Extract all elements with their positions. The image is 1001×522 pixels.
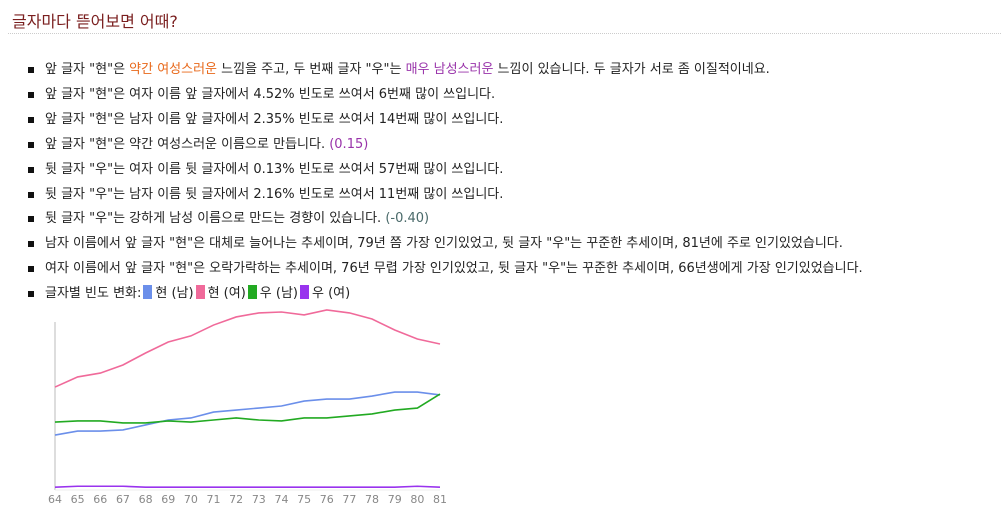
series-line	[54, 485, 441, 488]
text-segment: 앞 글자 "현"은 여자 이름 앞 글자에서 4.52% 빈도로 쓰여서 6번째…	[45, 86, 496, 102]
text-segment: 앞 글자 "현"은 남자 이름 앞 글자에서 2.35% 빈도로 쓰여서 14번…	[45, 111, 504, 127]
divider	[8, 33, 1001, 34]
bullet	[28, 241, 34, 248]
x-tick-label: 64	[48, 493, 62, 506]
text-segment: (-0.40)	[385, 211, 430, 227]
x-tick-label: 66	[93, 493, 107, 506]
text-segment: 느낌이 있습니다. 두 글자가 서로 좀 이질적이네요.	[493, 62, 770, 77]
series-line	[54, 391, 441, 436]
text-segment: 뒷 글자 "우"는 여자 이름 뒷 글자에서 0.13% 빈도로 쓰여서 57번…	[45, 161, 504, 177]
text-segment: 앞 글자 "현"은 약간 여성스러운 이름으로 만듭니다.	[45, 136, 330, 152]
legend-entry: 현 (남)	[155, 286, 194, 302]
legend-label: 글자별 빈도 변화:	[45, 286, 142, 302]
list-item: 앞 글자 "현"은 여자 이름 앞 글자에서 4.52% 빈도로 쓰여서 6번째…	[45, 86, 495, 104]
list-item: 앞 글자 "현"은 약간 여성스러운 이름으로 만듭니다. (0.15)	[45, 136, 368, 154]
legend-swatch	[247, 285, 257, 300]
text-segment: 여자 이름에서 앞 글자 "현"은 오락가락하는 추세이며, 76년 무렵 가장…	[45, 261, 863, 277]
bullet	[28, 291, 34, 298]
list-item: 뒷 글자 "우"는 강하게 남성 이름으로 만드는 경향이 있습니다. (-0.…	[45, 210, 429, 228]
x-tick-label: 79	[388, 493, 402, 506]
x-tick-label: 78	[365, 493, 379, 506]
text-segment: 남자 이름에서 앞 글자 "현"은 대체로 늘어나는 추세이며, 79년 쯤 가…	[45, 236, 843, 252]
x-tick-label: 80	[410, 493, 424, 506]
x-tick-label: 72	[229, 493, 243, 506]
bullet	[28, 91, 34, 98]
text-segment: 앞 글자 "현"은	[45, 62, 130, 77]
list-item: 앞 글자 "현"은 약간 여성스러운 느낌을 주고, 두 번째 글자 "우"는 …	[45, 61, 770, 79]
bullet	[28, 216, 34, 223]
text-segment: 뒷 글자 "우"는 남자 이름 뒷 글자에서 2.16% 빈도로 쓰여서 11번…	[45, 186, 504, 202]
bullet	[28, 141, 34, 148]
text-segment: 뒷 글자 "우"는 강하게 남성 이름으로 만드는 경향이 있습니다.	[45, 211, 386, 227]
x-tick-label: 65	[71, 493, 85, 506]
list-item: 앞 글자 "현"은 남자 이름 앞 글자에서 2.35% 빈도로 쓰여서 14번…	[45, 111, 503, 129]
series-line	[54, 309, 441, 388]
legend-swatch	[299, 285, 309, 300]
bullet	[28, 67, 34, 73]
text-segment: (0.15)	[329, 136, 369, 152]
bullet	[28, 266, 34, 273]
bullet	[28, 191, 34, 198]
x-tick-label: 68	[139, 493, 153, 506]
bullet	[28, 116, 34, 123]
x-tick-label: 71	[207, 493, 221, 506]
list-item: 뒷 글자 "우"는 남자 이름 뒷 글자에서 2.16% 빈도로 쓰여서 11번…	[45, 186, 503, 204]
x-tick-label: 70	[184, 493, 198, 506]
bullet	[28, 166, 34, 173]
text-segment: 느낌을 주고, 두 번째 글자 "우"는	[217, 62, 406, 77]
text-segment: 약간 여성스러운	[129, 62, 218, 77]
title: 글자마다 뜯어보면 어때?	[12, 12, 178, 31]
list-item: 남자 이름에서 앞 글자 "현"은 대체로 늘어나는 추세이며, 79년 쯤 가…	[45, 235, 843, 253]
chart: 64 65 66 67 68 69 70 71 72 73 74 75 76 77 78 79 80 81	[48, 309, 447, 506]
x-tick-label: 75	[297, 493, 311, 506]
x-tick-label: 77	[342, 493, 356, 506]
legend-entry: 현 (여)	[207, 286, 246, 302]
x-tick-label: 69	[161, 493, 175, 506]
legend-swatch	[195, 285, 205, 300]
x-tick-label: 67	[116, 493, 130, 506]
x-tick-label: 73	[252, 493, 266, 506]
series-line	[54, 393, 441, 424]
x-tick-label: 76	[320, 493, 334, 506]
list-item: 뒷 글자 "우"는 여자 이름 뒷 글자에서 0.13% 빈도로 쓰여서 57번…	[45, 161, 503, 179]
text-segment: 매우 남성스러운	[405, 62, 494, 77]
legend: 글자별 빈도 변화: 현 (남) 현 (여) 우 (남) 우 (여)	[45, 285, 350, 303]
legend-entry: 우 (남)	[259, 286, 298, 302]
legend-entry: 우 (여)	[311, 286, 351, 302]
x-tick-label: 81	[433, 493, 447, 506]
x-tick-label: 74	[274, 493, 288, 506]
legend-swatch	[143, 285, 153, 300]
list-item: 여자 이름에서 앞 글자 "현"은 오락가락하는 추세이며, 76년 무렵 가장…	[45, 260, 863, 278]
